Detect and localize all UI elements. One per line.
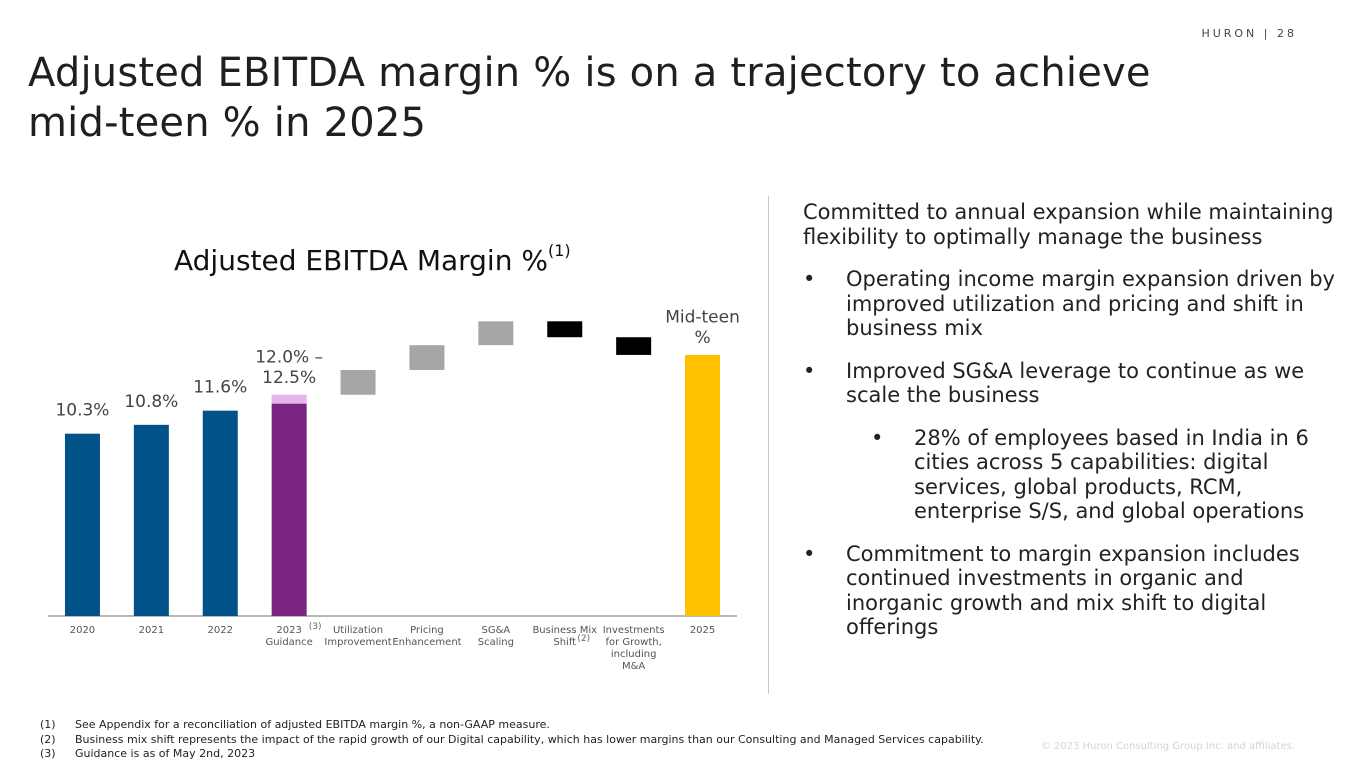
bullet-text: Improved SG&A leverage to continue as we… bbox=[846, 358, 1305, 408]
data-label: Mid-teen% bbox=[665, 308, 740, 348]
vertical-divider bbox=[768, 196, 769, 694]
category-footnote: (3) bbox=[309, 622, 322, 632]
copyright-notice: © 2023 Huron Consulting Group Inc. and a… bbox=[1040, 741, 1295, 752]
waterfall-step-business-mix-shift bbox=[547, 321, 583, 338]
bar-2022 bbox=[202, 410, 238, 616]
bullet-item: • Improved SG&A leverage to continue as w… bbox=[803, 359, 1343, 408]
data-label: 10.3% bbox=[55, 401, 109, 421]
bar-2020 bbox=[64, 433, 100, 616]
bullet-symbol: • bbox=[803, 358, 816, 383]
category-label: Utilization Improvement bbox=[324, 625, 391, 648]
footnote-text: Business mix shift represents the impact… bbox=[75, 732, 984, 746]
chart-title: Adjusted EBITDA Margin %(1) bbox=[174, 240, 571, 277]
bar-2023-guidance bbox=[271, 403, 307, 616]
right-panel: Committed to annual expansion while main… bbox=[803, 200, 1343, 658]
data-label: 10.8% bbox=[124, 392, 178, 412]
slide-title: Adjusted EBITDA margin % is on a traject… bbox=[28, 50, 1151, 146]
brand-page-number: HURON | 28 bbox=[1201, 27, 1297, 40]
footnotes: (1) See Appendix for a reconciliation of … bbox=[40, 718, 984, 762]
category-label: Pricing Enhancement bbox=[392, 625, 461, 648]
chart-title-text: Adjusted EBITDA Margin % bbox=[174, 244, 548, 277]
category-label: 2020 bbox=[70, 625, 95, 636]
bullet-item: • Operating income margin expansion drive… bbox=[803, 267, 1343, 341]
waterfall-step-pricing-enhancement bbox=[409, 345, 445, 370]
right-panel-intro: Committed to annual expansion while main… bbox=[803, 200, 1334, 249]
footnote-mark: (3) bbox=[40, 747, 56, 760]
bullet-text: Commitment to margin expansion includes … bbox=[846, 541, 1300, 640]
footnote-mark: (2) bbox=[40, 732, 56, 746]
category-label: 2021 bbox=[139, 625, 164, 636]
sub-bullet-item: • 28% of employees based in India in 6 ci… bbox=[803, 426, 1343, 524]
category-footnote: (2) bbox=[577, 634, 590, 644]
bar-2023-guidance-range bbox=[271, 394, 307, 404]
bullet-symbol: • bbox=[803, 267, 816, 291]
bullet-text: Operating income margin expansion driven… bbox=[846, 267, 1335, 340]
category-label: 2025 bbox=[690, 625, 715, 636]
category-label: Business Mix Shift bbox=[532, 625, 597, 648]
footnote: (2) Business mix shift represents the imp… bbox=[40, 733, 984, 748]
data-label: 11.6% bbox=[193, 378, 247, 398]
bar-2025 bbox=[685, 354, 721, 616]
ebitda-waterfall-chart: 10.3% 2020 10.8% 2021 11.6% 2022 12.0% –12.5% 2… bbox=[48, 308, 740, 672]
category-label: 2022 bbox=[208, 625, 233, 636]
chart-title-footnote: (1) bbox=[547, 240, 571, 260]
bullet-item: • Commitment to margin expansion includes… bbox=[803, 542, 1343, 640]
data-label: 12.0% –12.5% bbox=[255, 347, 323, 387]
category-label: 2023 Guidance bbox=[265, 625, 312, 648]
bullet-list: • Operating income margin expansion drive… bbox=[803, 267, 1343, 640]
bar-2021 bbox=[133, 424, 169, 616]
footnote-text: Guidance is as of May 2nd, 2023 bbox=[75, 747, 256, 760]
waterfall-step-utilization-improvement bbox=[340, 369, 376, 395]
footnote: (3) Guidance is as of May 2nd, 2023 bbox=[40, 747, 984, 762]
category-label: SG&A Scaling bbox=[478, 625, 514, 648]
waterfall-step-sg-a-scaling bbox=[478, 321, 514, 346]
waterfall-step-investments-for-growth-including-m-a bbox=[616, 337, 652, 355]
category-label: Investments for Growth, including M&A bbox=[603, 625, 665, 672]
bullet-symbol: • bbox=[871, 425, 884, 450]
footnote: (1) See Appendix for a reconciliation of … bbox=[40, 718, 984, 733]
footnote-mark: (1) bbox=[40, 718, 56, 731]
bullet-text: 28% of employees based in India in 6 cit… bbox=[914, 425, 1309, 524]
footnote-text: See Appendix for a reconciliation of adj… bbox=[75, 718, 550, 731]
bullet-symbol: • bbox=[803, 541, 816, 566]
